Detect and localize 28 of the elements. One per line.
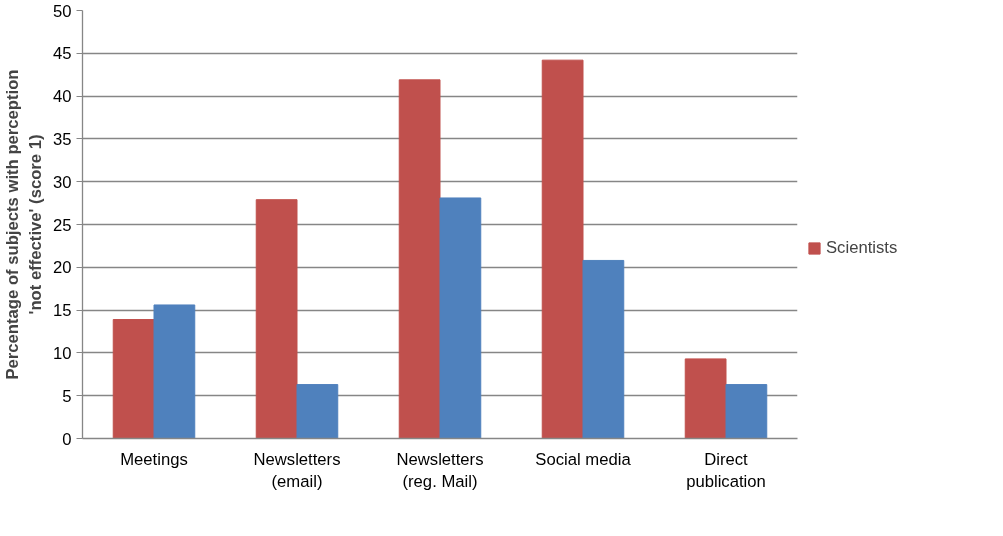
x-tick-label: Newsletters (reg. Mail) (396, 449, 484, 492)
bar (439, 197, 482, 439)
bar (153, 304, 196, 439)
y-tick-label: 15 (52, 301, 72, 321)
y-tick-label: 30 (52, 172, 72, 192)
y-axis-title: Percentage of subjects with perception 'not effective' (score 1) (3, 69, 45, 380)
y-tick-label: 20 (52, 258, 72, 278)
y-tick-label: 25 (52, 215, 72, 235)
y-tick-label: 50 (52, 1, 72, 21)
legend-label: Scientists (826, 238, 898, 258)
y-tick-label: 10 (52, 343, 72, 363)
bar (541, 59, 584, 439)
y-tick-label: 45 (52, 44, 72, 64)
y-tick-label: 40 (52, 87, 72, 107)
bar (296, 384, 339, 439)
x-tick-label: Newsletters (email) (253, 449, 341, 492)
bar (684, 358, 727, 439)
bar (582, 259, 625, 439)
bar (398, 79, 441, 439)
x-tick-label: Meetings (120, 449, 188, 469)
y-tick-label: 5 (62, 386, 72, 406)
x-tick-label: Direct publication (686, 449, 766, 492)
y-tick-label: 0 (62, 429, 72, 449)
x-tick-label: Social media (535, 449, 632, 469)
bar (725, 384, 768, 439)
y-tick-label: 35 (52, 129, 72, 149)
bar (112, 319, 155, 439)
bar (255, 199, 298, 439)
